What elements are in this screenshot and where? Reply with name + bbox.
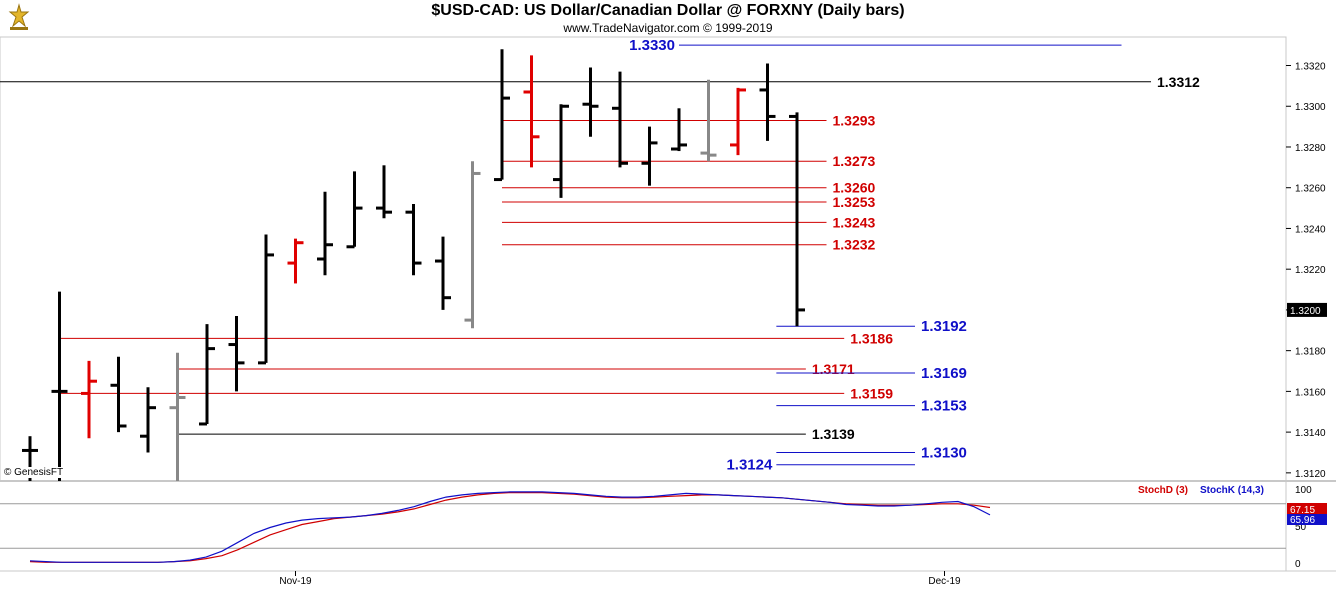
ohlc-bar <box>140 387 156 453</box>
x-tick-label: Dec-19 <box>928 576 961 587</box>
level-label: 1.3153 <box>921 398 967 415</box>
level-label: 1.3253 <box>833 194 876 210</box>
level-label: 1.3186 <box>850 330 893 346</box>
ohlc-bar <box>700 79 717 162</box>
level-label: 1.3171 <box>812 361 855 377</box>
level-label: 1.3124 <box>726 457 773 474</box>
y-tick-label: 1.3160 <box>1295 387 1326 398</box>
level-label: 1.3273 <box>833 153 876 169</box>
level-label: 1.3139 <box>812 426 855 442</box>
last-price-box <box>1287 302 1327 317</box>
y-tick-label: 1.3180 <box>1295 347 1326 358</box>
legend-stochd: StochD (3) <box>1138 485 1188 496</box>
ohlc-bar <box>671 108 687 152</box>
ohlc-bar <box>317 191 333 276</box>
y-tick-label: 1.3320 <box>1295 62 1326 73</box>
stoch-tick-label: 100 <box>1295 485 1312 496</box>
ohlc-bar <box>405 204 422 276</box>
level-label: 1.3312 <box>1157 74 1200 90</box>
logo-icon <box>8 3 30 30</box>
level-label: 1.3243 <box>833 214 876 230</box>
ohlc-bar <box>523 55 540 168</box>
credit-label: © GenesisFT <box>4 467 64 478</box>
ohlc-bar <box>789 112 805 327</box>
level-label: 1.3130 <box>921 444 967 461</box>
stochk-last-box <box>1287 514 1327 525</box>
stoch-tick-label: 50 <box>1295 522 1307 533</box>
level-label: 1.3260 <box>833 180 876 196</box>
ohlc-bar <box>376 165 392 219</box>
y-tick-label: 1.3260 <box>1295 184 1326 195</box>
ohlc-bar <box>759 63 776 141</box>
stoch-tick-label: 0 <box>1295 559 1301 570</box>
y-tick-label: 1.3300 <box>1295 102 1326 113</box>
last-price-label: 1.3200 <box>1290 306 1321 317</box>
y-tick-label: 1.3120 <box>1295 469 1326 480</box>
y-tick-label: 1.3240 <box>1295 224 1326 235</box>
ohlc-bar <box>553 104 569 198</box>
y-tick-label: 1.3220 <box>1295 265 1326 276</box>
stochk-last-label: 65.96 <box>1290 515 1315 526</box>
ohlc-bar <box>435 236 451 310</box>
level-label: 1.3159 <box>850 385 893 401</box>
y-tick-label: 1.3280 <box>1295 143 1326 154</box>
ohlc-bar <box>730 87 746 156</box>
chart-subtitle: www.TradeNavigator.com © 1999-2019 <box>563 21 773 35</box>
level-label: 1.3330 <box>629 37 675 54</box>
ohlc-bar <box>51 291 68 481</box>
ohlc-bar <box>346 171 363 249</box>
ohlc-bar <box>464 161 481 329</box>
ohlc-bar <box>228 316 245 392</box>
ohlc-bar <box>258 234 274 365</box>
level-label: 1.3192 <box>921 318 967 335</box>
ohlc-bar <box>582 67 599 137</box>
ohlc-bar <box>287 238 304 284</box>
level-label: 1.3169 <box>921 365 967 382</box>
ohlc-bar <box>169 352 186 481</box>
level-label: 1.3232 <box>833 237 876 253</box>
x-tick-label: Nov-19 <box>279 576 312 587</box>
ohlc-bar <box>81 360 97 439</box>
stoch-series-line <box>29 491 991 563</box>
ohlc-bar <box>494 49 510 182</box>
ohlc-bar <box>641 126 658 186</box>
stoch-series-line <box>29 492 991 563</box>
level-label: 1.3293 <box>833 113 876 129</box>
y-tick-label: 1.3140 <box>1295 428 1326 439</box>
ohlc-bar <box>199 324 215 426</box>
legend-stochk: StochK (14,3) <box>1200 485 1264 496</box>
stochd-last-box <box>1287 503 1327 515</box>
ohlc-bar <box>110 356 127 433</box>
stochd-last-label: 67.15 <box>1290 505 1315 516</box>
ohlc-bar <box>612 71 628 168</box>
chart-title: $USD-CAD: US Dollar/Canadian Dollar @ FO… <box>431 2 905 19</box>
